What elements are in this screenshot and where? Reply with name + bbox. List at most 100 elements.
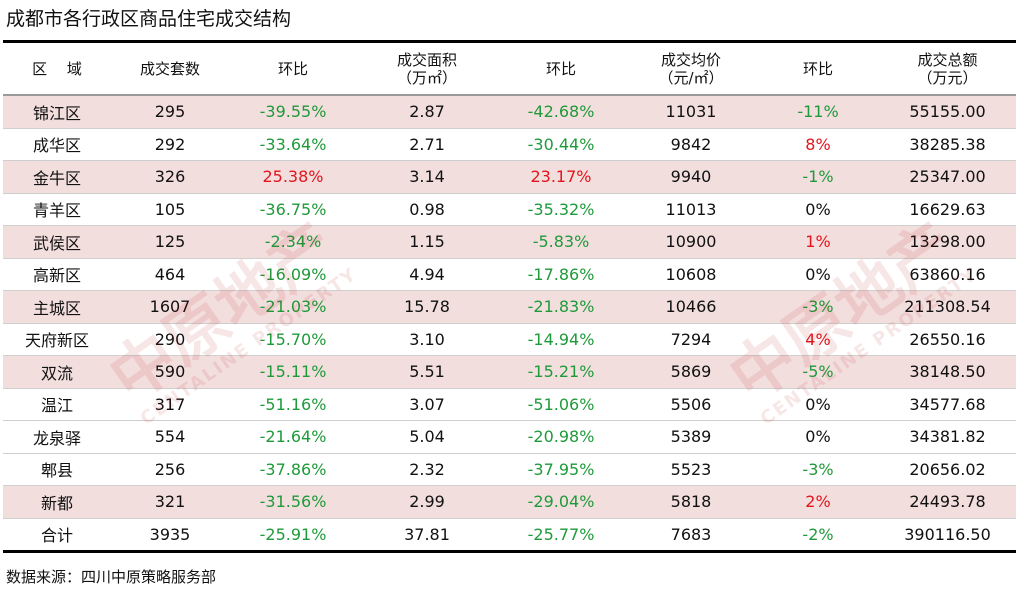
area-cell: 2.99	[357, 485, 497, 518]
column-header: 环比	[497, 43, 625, 96]
units-cell: 317	[111, 387, 229, 421]
price-cell: 10466	[625, 290, 757, 323]
price-mom-cell: 8%	[757, 127, 879, 161]
units-cell: 3935	[111, 517, 229, 553]
area-mom-cell: -21.83%	[497, 290, 625, 323]
area-cell: 2.32	[357, 452, 497, 486]
district-cell: 新都	[3, 485, 111, 518]
table-row: 成华区 292 -33.64% 2.71 -30.44% 9842 8% 38285.38	[3, 127, 1016, 161]
area-mom-cell: -51.06%	[497, 387, 625, 421]
column-header-label: 成交套数	[139, 59, 200, 78]
area-mom-cell: -30.44%	[497, 127, 625, 161]
price-mom-cell: 1%	[757, 225, 879, 258]
price-mom-cell: -2%	[757, 517, 879, 553]
total-amount-cell: 55155.00	[879, 94, 1016, 128]
area-cell: 1.15	[357, 225, 497, 258]
table-row: 郫县 256 -37.86% 2.32 -37.95% 5523 -3% 20656.02	[3, 452, 1016, 486]
price-mom-cell: 0%	[757, 387, 879, 421]
transaction-table-container: 区 域 成交套数 环比 成交面积 （万㎡） 环比 成交均价 （元/㎡） 环比 成交总额 （万元） 锦…	[3, 40, 1016, 553]
total-amount-cell: 390116.50	[879, 517, 1016, 553]
district-cell: 主城区	[3, 290, 111, 323]
table-body: 锦江区 295 -39.55% 2.87 -42.68% 11031 -11% 55155.0…	[3, 94, 1016, 553]
district-cell: 双流	[3, 355, 111, 388]
table-row: 龙泉驿 554 -21.64% 5.04 -20.98% 5389 0% 34381.82	[3, 420, 1016, 453]
units-mom-cell: -15.11%	[229, 355, 357, 388]
units-cell: 295	[111, 94, 229, 128]
district-cell: 锦江区	[3, 94, 111, 128]
total-amount-cell: 34577.68	[879, 387, 1016, 421]
column-header-label: 区 域	[32, 59, 82, 78]
area-mom-cell: -14.94%	[497, 322, 625, 356]
district-cell: 高新区	[3, 257, 111, 291]
units-mom-cell: -21.64%	[229, 420, 357, 453]
page-title: 成都市各行政区商品住宅成交结构	[6, 8, 292, 30]
units-mom-cell: -25.91%	[229, 517, 357, 553]
column-header: 区 域	[3, 43, 111, 96]
area-mom-cell: -35.32%	[497, 192, 625, 226]
district-cell: 合计	[3, 517, 111, 553]
district-cell: 青羊区	[3, 192, 111, 226]
units-mom-cell: -36.75%	[229, 192, 357, 226]
total-amount-cell: 16629.63	[879, 192, 1016, 226]
district-cell: 武侯区	[3, 225, 111, 258]
units-mom-cell: -2.34%	[229, 225, 357, 258]
data-source-note: 数据来源：四川中原策略服务部	[6, 568, 217, 586]
area-mom-cell: -25.77%	[497, 517, 625, 553]
price-cell: 7683	[625, 517, 757, 553]
price-cell: 5869	[625, 355, 757, 388]
price-cell: 5818	[625, 485, 757, 518]
units-cell: 326	[111, 160, 229, 193]
units-cell: 256	[111, 452, 229, 486]
table-row: 青羊区 105 -36.75% 0.98 -35.32% 11013 0% 16629.63	[3, 192, 1016, 226]
area-cell: 15.78	[357, 290, 497, 323]
total-amount-cell: 38148.50	[879, 355, 1016, 388]
table-total-row: 合计 3935 -25.91% 37.81 -25.77% 7683 -2% 390116.5…	[3, 517, 1016, 553]
area-mom-cell: -20.98%	[497, 420, 625, 453]
total-amount-cell: 34381.82	[879, 420, 1016, 453]
header-row: 区 域 成交套数 环比 成交面积 （万㎡） 环比 成交均价 （元/㎡） 环比 成交总额 （万元）	[3, 43, 1016, 96]
area-cell: 5.51	[357, 355, 497, 388]
price-cell: 11031	[625, 94, 757, 128]
total-amount-cell: 63860.16	[879, 257, 1016, 291]
price-cell: 10900	[625, 225, 757, 258]
table-row: 天府新区 290 -15.70% 3.10 -14.94% 7294 4% 26550.16	[3, 322, 1016, 356]
total-amount-cell: 25347.00	[879, 160, 1016, 193]
column-header-unit: （万㎡）	[396, 68, 457, 87]
column-header-label: 环比	[277, 59, 308, 78]
price-mom-cell: 0%	[757, 257, 879, 291]
table-header: 区 域 成交套数 环比 成交面积 （万㎡） 环比 成交均价 （元/㎡） 环比 成交总额 （万元）	[3, 43, 1016, 96]
price-cell: 9842	[625, 127, 757, 161]
area-cell: 3.07	[357, 387, 497, 421]
area-mom-cell: -37.95%	[497, 452, 625, 486]
total-amount-cell: 38285.38	[879, 127, 1016, 161]
total-amount-cell: 13298.00	[879, 225, 1016, 258]
column-header: 环比	[757, 43, 879, 96]
units-cell: 290	[111, 322, 229, 356]
price-mom-cell: -5%	[757, 355, 879, 388]
district-cell: 郫县	[3, 452, 111, 486]
district-cell: 龙泉驿	[3, 420, 111, 453]
column-header-unit: （元/㎡）	[658, 68, 724, 87]
units-cell: 105	[111, 192, 229, 226]
units-cell: 321	[111, 485, 229, 518]
area-mom-cell: -15.21%	[497, 355, 625, 388]
table-row: 金牛区 326 25.38% 3.14 23.17% 9940 -1% 25347.00	[3, 160, 1016, 193]
units-mom-cell: -16.09%	[229, 257, 357, 291]
total-amount-cell: 24493.78	[879, 485, 1016, 518]
column-header: 成交总额 （万元）	[879, 43, 1016, 96]
area-mom-cell: -29.04%	[497, 485, 625, 518]
price-mom-cell: 0%	[757, 420, 879, 453]
price-cell: 5506	[625, 387, 757, 421]
area-cell: 3.14	[357, 160, 497, 193]
column-header-label: 成交面积	[396, 50, 457, 69]
units-cell: 1607	[111, 290, 229, 323]
total-amount-cell: 26550.16	[879, 322, 1016, 356]
column-header-label: 环比	[545, 59, 576, 78]
price-mom-cell: 0%	[757, 192, 879, 226]
units-cell: 464	[111, 257, 229, 291]
price-mom-cell: 2%	[757, 485, 879, 518]
area-cell: 2.87	[357, 94, 497, 128]
price-cell: 10608	[625, 257, 757, 291]
price-mom-cell: -11%	[757, 94, 879, 128]
district-cell: 成华区	[3, 127, 111, 161]
